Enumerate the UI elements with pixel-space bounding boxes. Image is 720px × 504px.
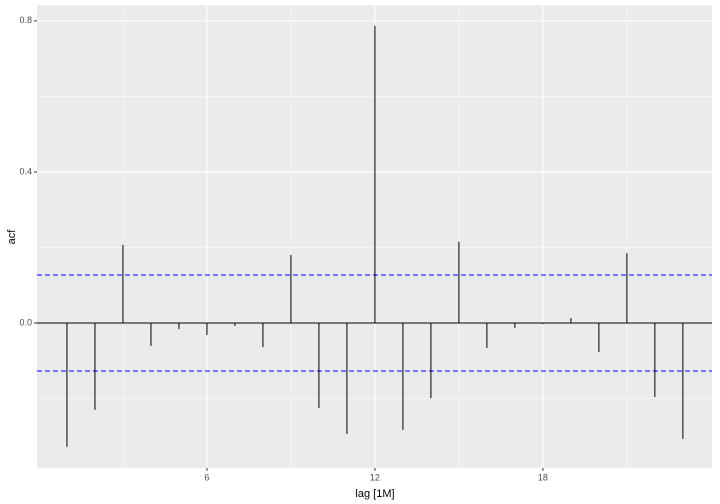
x-tick-label: 6 [204,472,209,482]
y-tick-label: 0.0 [19,317,32,327]
y-tick-label: 0.4 [19,166,32,176]
x-axis-title: lag [1M] [355,488,394,500]
y-axis-title: acf [6,229,18,245]
x-tick-label: 12 [370,472,380,482]
x-tick-label: 18 [538,472,548,482]
y-tick-label: 0.8 [19,15,32,25]
